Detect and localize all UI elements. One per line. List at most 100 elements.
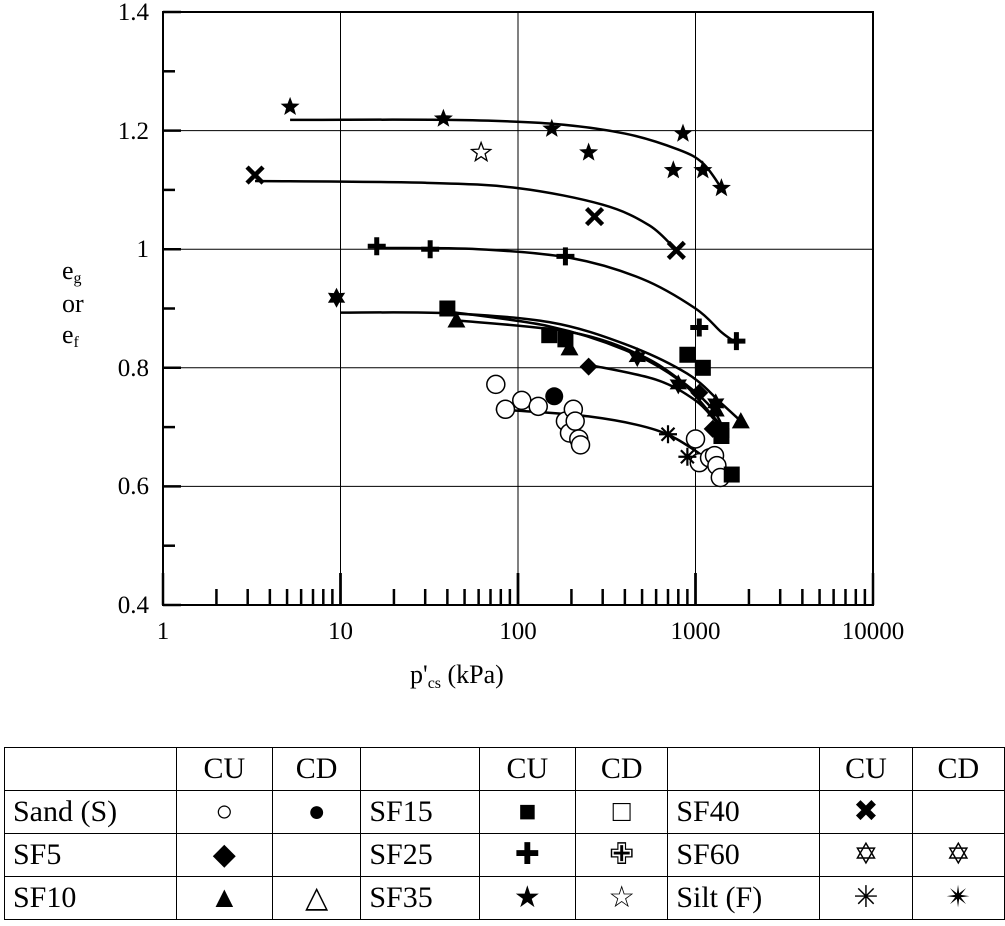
legend-material-label: Sand (S)	[4, 790, 177, 834]
marker-plus-filled	[727, 332, 746, 351]
marker-x	[245, 165, 265, 185]
marker-asterisk	[659, 425, 678, 444]
marker-diamond-filled	[690, 383, 709, 402]
star-filled-icon: ★	[513, 881, 541, 914]
marker-star-filled	[433, 108, 453, 127]
legend-symbol-cell: ☆	[574, 876, 669, 920]
legend-symbol-cell: ✙	[574, 833, 669, 877]
x-axis-label: p'cs (kPa)	[410, 660, 504, 693]
y-axis-label-line: eg	[62, 255, 84, 288]
x-tick-label: 10	[328, 618, 353, 645]
legend-header-cell: CD	[271, 747, 362, 791]
legend-symbol-cell: ●	[271, 790, 362, 834]
legend-material-label: SF60	[667, 833, 821, 877]
marker-circle-open	[512, 390, 532, 411]
legend-header-cell: CU	[819, 747, 913, 791]
x-axis-label-unit: (kPa)	[447, 660, 504, 689]
legend-symbol-cell: ✚	[478, 833, 577, 877]
legend-material-label: SF5	[4, 833, 177, 877]
legend-symbol-cell: ✳	[819, 876, 913, 920]
legend-material-label: Silt (F)	[667, 876, 821, 920]
plus-filled-icon: ✚	[514, 838, 540, 871]
legend-table: CU CD CU CD CU CD Sand (S) ○ ● SF15 ■ □ SF40 ✖ SF5 ◆ SF2…	[4, 747, 1005, 920]
marker-square-filled	[713, 427, 730, 444]
y-axis-label: eg or ef	[62, 255, 84, 353]
y-tick-label: 1.4	[117, 0, 149, 26]
x-tick-label: 10000	[841, 618, 905, 645]
legend-symbol-cell: ✡	[911, 833, 1005, 877]
marker-circle-open	[486, 374, 506, 395]
circle-filled-icon: ●	[307, 795, 326, 828]
marker-star-filled	[579, 142, 599, 161]
legend-header-cell: CD	[911, 747, 1005, 791]
star-open-icon: ☆	[608, 881, 636, 914]
asterisk-open-icon: ✴	[945, 881, 971, 914]
x-tick-label: 1	[156, 618, 170, 645]
marker-star6-filled	[707, 393, 725, 414]
marker-square-filled	[694, 359, 711, 376]
marker-plus-filled	[690, 318, 709, 337]
y-tick-label: 1	[136, 236, 150, 264]
legend-symbol-cell: △	[271, 876, 362, 920]
legend-material-label: SF10	[4, 876, 177, 920]
legend-material-label: SF15	[360, 790, 480, 834]
fit-curve	[290, 118, 723, 189]
marker-star6-filled	[628, 347, 646, 368]
legend-symbol-cell: □	[574, 790, 669, 834]
diamond-filled-icon: ◆	[212, 838, 236, 871]
marker-star6-filled	[669, 374, 687, 395]
legend-symbol-cell: ✡	[819, 833, 913, 877]
legend-header-cell	[4, 747, 177, 791]
marker-circle-open	[685, 429, 706, 449]
marker-square-filled	[557, 331, 574, 348]
y-axis-label-sub: g	[73, 270, 82, 287]
y-tick-label: 0.8	[117, 354, 149, 382]
legend-symbol-cell: ✖	[819, 790, 913, 834]
marker-diamond-filled	[579, 357, 598, 376]
circle-open-icon: ○	[215, 795, 234, 828]
x-icon: ✖	[853, 795, 879, 828]
marker-circle-open	[495, 399, 516, 420]
legend-symbol-cell	[271, 833, 362, 877]
y-axis-label-sub: f	[73, 334, 79, 352]
legend-header-cell	[360, 747, 480, 791]
y-tick-label: 0.4	[117, 592, 149, 619]
legend-symbol-cell: ■	[478, 790, 577, 834]
y-axis-label-main: or	[62, 289, 84, 319]
x-axis-label-main: p'	[410, 660, 428, 689]
y-axis-label-line: or	[62, 288, 84, 319]
square-filled-icon: ■	[518, 795, 537, 828]
marker-circle-open	[528, 396, 548, 417]
plus-open-icon: ✙	[609, 838, 635, 871]
y-axis-label-main: e	[62, 320, 74, 350]
legend-header-row: CU CD CU CD CU CD	[4, 747, 1005, 791]
legend-material-label: SF25	[360, 833, 480, 877]
x-tick-label: 1000	[670, 618, 721, 645]
y-axis-label-line: ef	[62, 319, 84, 352]
marker-square-filled	[723, 466, 740, 483]
marker-square-filled	[439, 300, 456, 317]
legend-symbol-cell: ◆	[175, 833, 273, 877]
y-tick-label: 1.2	[117, 117, 149, 145]
legend-header-cell: CU	[175, 747, 273, 791]
star6-filled-icon: ✡	[853, 838, 879, 871]
square-open-icon: □	[612, 795, 631, 828]
marker-star-filled	[693, 160, 713, 179]
y-tick-label: 0.6	[117, 473, 149, 501]
legend-symbol-cell	[911, 790, 1005, 834]
marker-plus-filled	[421, 240, 440, 259]
x-axis-label-sub: cs	[427, 675, 442, 692]
legend-header-cell	[667, 747, 821, 791]
legend-material-label: SF35	[360, 876, 480, 920]
marker-star-filled	[673, 123, 693, 142]
marker-triangle-filled	[447, 311, 466, 328]
marker-star-filled	[711, 178, 731, 197]
legend-row: Sand (S) ○ ● SF15 ■ □ SF40 ✖	[4, 790, 1005, 834]
triangle-open-icon: △	[305, 881, 329, 914]
legend-row: SF10 ▲ △ SF35 ★ ☆ Silt (F) ✳ ✴	[4, 876, 1005, 920]
fit-curve	[255, 179, 678, 252]
marker-plus-filled	[556, 247, 575, 266]
star6-open-icon: ✡	[945, 838, 971, 871]
marker-star-filled	[542, 118, 562, 137]
marker-plus-filled	[367, 237, 386, 256]
